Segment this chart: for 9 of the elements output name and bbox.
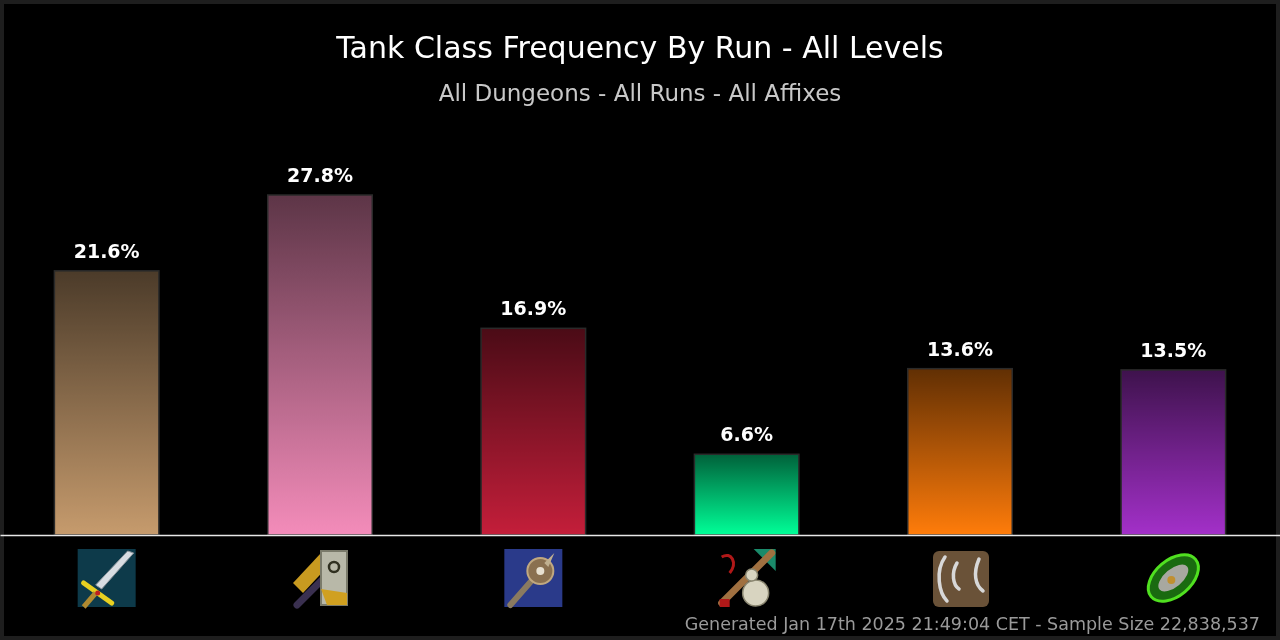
data-label: 13.6%: [927, 337, 993, 360]
data-label: 6.6%: [720, 423, 774, 446]
chart-title: Tank Class Frequency By Run - All Levels: [335, 30, 944, 65]
chart-subtitle: All Dungeons - All Runs - All Affixes: [438, 80, 842, 106]
data-label: 13.5%: [1140, 338, 1207, 361]
data-label: 16.9%: [500, 297, 567, 320]
text: Generated Jan 17th 2025 21:49:04 CET - Sample Size 22,838,537: [684, 614, 1260, 634]
data-label: 21.6%: [73, 239, 140, 262]
data-label: 27.8%: [287, 164, 353, 186]
